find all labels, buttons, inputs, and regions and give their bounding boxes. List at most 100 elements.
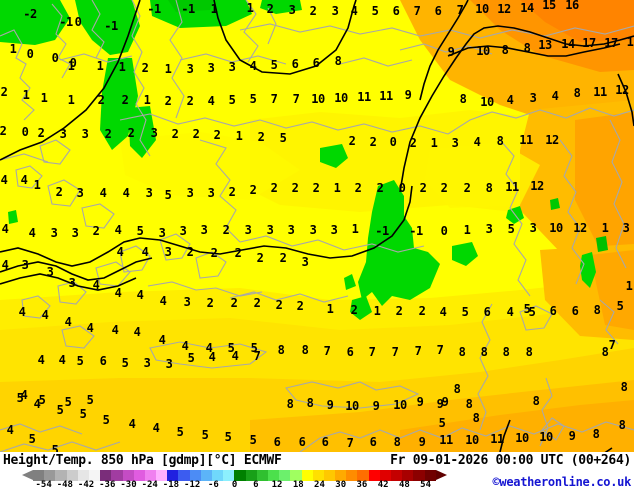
color-scale-tick-label: 24 [314, 480, 325, 490]
color-scale-swatch [44, 470, 56, 481]
temperature-value: 3 [59, 127, 67, 141]
temperature-value: 3 [143, 356, 151, 370]
temperature-value: 1 [67, 93, 75, 107]
temperature-value: 9 [441, 395, 449, 409]
temperature-value: 8 [306, 396, 314, 410]
temperature-value: 4 [64, 315, 72, 329]
temperature-value: 3 [164, 245, 172, 259]
temperature-value: 10 [476, 44, 490, 58]
color-scale-swatch [402, 470, 414, 481]
temperature-value: 9 [447, 45, 455, 59]
temperature-value: 4 [58, 353, 66, 367]
temperature-value: 8 [459, 92, 467, 106]
color-scale-swatch [133, 470, 145, 481]
color-scale-tick-label: 0 [231, 480, 238, 490]
temperature-value: 3 [71, 226, 79, 240]
temperature-value: 1 [626, 35, 634, 49]
temperature-value: 1 [430, 136, 438, 150]
temperature-value: 7 [323, 344, 331, 358]
temperature-value: 8 [618, 418, 626, 432]
temperature-value: 2 [141, 61, 149, 75]
temperature-value: 2 [213, 128, 221, 142]
temperature-value: 10 [549, 221, 563, 235]
color-scale-ticks: -54 -48 -42 -36 -30 -24 -18 -12 -6 0 6 12 18 24 30 36 42… [22, 480, 431, 490]
color-scale-swatch [368, 470, 380, 481]
temperature-map[interactable]: -2 -1 -1 -1 -1 1 1 2 3 2 3 4 5 6 7 6 7 10 12 14 15 16 0 1 0 0 0 1 1 1… [0, 0, 634, 452]
color-scale-tick-label: -48 [56, 480, 73, 490]
temperature-value: 10 [539, 430, 553, 444]
temperature-value: 4 [20, 388, 28, 402]
temperature-value: 4 [0, 173, 8, 187]
temperature-value: 5 [616, 299, 624, 313]
color-scale-swatch [335, 470, 347, 481]
color-scale-tick-label: 36 [356, 480, 368, 490]
temperature-value: 7 [608, 338, 616, 352]
color-scale-tick-label: 12 [271, 480, 283, 490]
color-scale-tick-label: -54 [35, 480, 52, 490]
model-run-timestamp: Fr 09-01-2026 00:00 UTC (00+264) [390, 453, 631, 468]
temperature-value: 6 [434, 4, 442, 18]
temperature-value: 2 [92, 224, 100, 238]
temperature-value: 17 [582, 36, 596, 50]
temperature-value: 1 [96, 59, 104, 73]
temperature-value: 7 [368, 345, 376, 359]
height-contour-layer [0, 0, 634, 452]
temperature-value: 4 [6, 423, 14, 437]
temperature-value: 9 [568, 429, 576, 443]
temperature-value: 3 [451, 136, 459, 150]
color-scale-swatch [167, 470, 179, 481]
temperature-value: 8 [592, 427, 600, 441]
temperature-value: 3 [331, 4, 339, 18]
temperature-value: 4 [37, 353, 45, 367]
temperature-value: 5 [86, 393, 94, 407]
temperature-value: 5 [187, 351, 195, 365]
temperature-value: 3 [485, 222, 493, 236]
temperature-value: 2 [228, 185, 236, 199]
temperature-value: 5 [249, 92, 257, 106]
temperature-value: 12 [573, 221, 587, 235]
temperature-value: 2 [210, 246, 218, 260]
temperature-value: 1 [235, 129, 243, 143]
temperature-value: 3 [186, 186, 194, 200]
temperature-value: 6 [369, 435, 377, 449]
temperature-value: 2 [395, 304, 403, 318]
temperature-value: 5 [528, 305, 536, 319]
temperature-value: 11 [439, 433, 453, 447]
color-scale-swatch [424, 470, 436, 481]
temperature-value: 3 [529, 221, 537, 235]
temperature-value: 11 [379, 89, 393, 103]
temperature-value: 7 [253, 349, 261, 363]
temperature-value: -2 [23, 7, 37, 21]
temperature-value: 8 [301, 343, 309, 357]
temperature-value: 7 [456, 3, 464, 17]
temperature-value: 8 [393, 435, 401, 449]
temperature-value: 5 [249, 433, 257, 447]
temperature-value: 8 [453, 382, 461, 396]
temperature-value: 2 [291, 181, 299, 195]
temperature-value: 2 [186, 94, 194, 108]
temperature-value: 1 [40, 91, 48, 105]
temperature-value: 1 [625, 279, 633, 293]
color-scale-swatch [144, 470, 157, 481]
temperature-value: 3 [179, 224, 187, 238]
temperature-value: 4 [231, 349, 239, 363]
temperature-value: 12 [497, 2, 511, 16]
temperature-value: 4 [439, 305, 447, 319]
temperature-value: 5 [102, 413, 110, 427]
color-scale-swatch [212, 470, 224, 481]
temperature-value: 1 [333, 181, 341, 195]
color-scale-swatch [200, 470, 212, 481]
temperature-value: 2 [55, 185, 63, 199]
coastline-layer [0, 0, 634, 452]
temperature-value: 4 [116, 245, 124, 259]
temperature-value: 11 [593, 85, 607, 99]
temperature-value: 5 [270, 58, 278, 72]
temperature-value: 5 [136, 224, 144, 238]
temperature-value: 1 [22, 88, 30, 102]
temperature-value: 12 [545, 133, 559, 147]
temperature-value: 2 [0, 124, 7, 138]
temperature-value: 3 [68, 276, 76, 290]
temperature-value: 7 [436, 343, 444, 357]
temperature-value: 7 [414, 344, 422, 358]
color-scale-swatch [301, 470, 313, 481]
